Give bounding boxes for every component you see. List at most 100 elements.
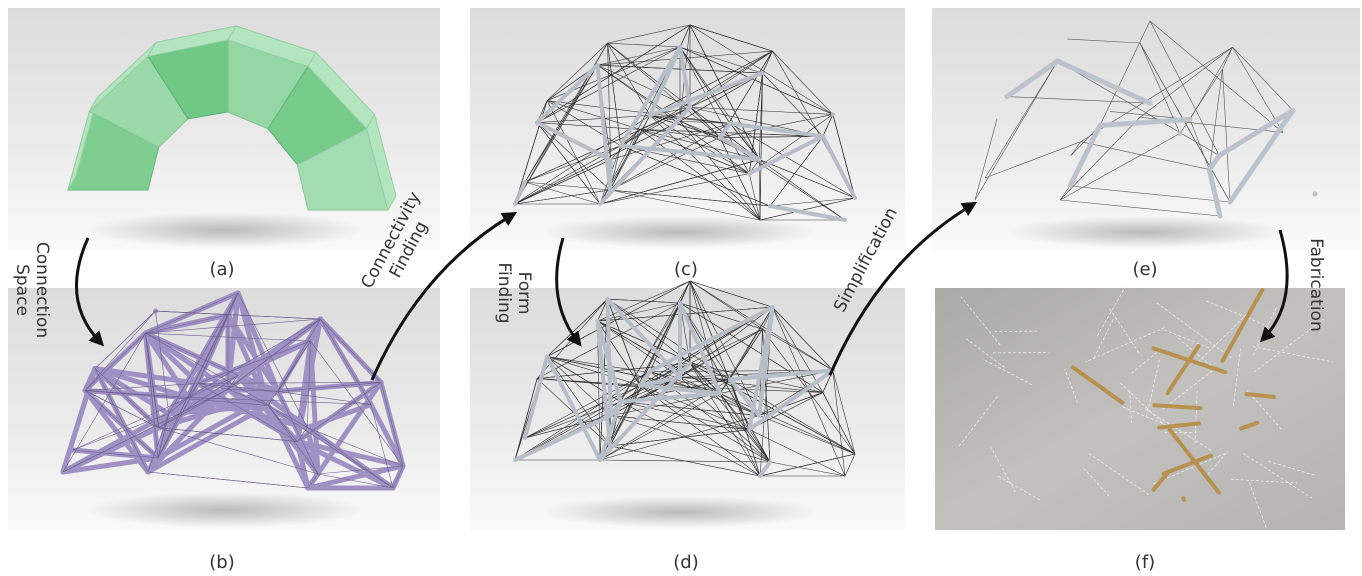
wire: [620, 401, 750, 430]
strut: [294, 439, 406, 469]
strut: [143, 330, 201, 386]
wire: [597, 64, 691, 108]
wire: [370, 404, 394, 489]
panel-label: (d): [673, 552, 698, 573]
string: [989, 445, 1016, 493]
wire: [639, 280, 691, 386]
wire: [514, 159, 611, 205]
wire: [546, 42, 608, 101]
wire: [147, 471, 309, 489]
strut: [1216, 107, 1296, 159]
panel-label: (c): [674, 259, 698, 280]
wire: [297, 427, 308, 442]
wire: [639, 129, 721, 138]
wire: [145, 333, 159, 459]
wire: [536, 122, 601, 205]
string: [1064, 368, 1079, 404]
strut: [618, 143, 762, 162]
wire: [772, 306, 824, 393]
stick: [1220, 288, 1265, 363]
wire: [719, 114, 833, 138]
wire: [639, 385, 761, 477]
wire: [607, 298, 691, 364]
string: [1242, 452, 1313, 499]
wire: [729, 123, 856, 199]
wire: [1007, 96, 1151, 104]
arrow-label-line: Connection: [32, 242, 52, 338]
wire: [227, 375, 239, 390]
wire: [84, 332, 146, 391]
strut: [143, 330, 191, 400]
wire: [537, 115, 651, 123]
strut: [648, 71, 765, 118]
shadow: [540, 216, 820, 248]
wire: [1057, 60, 1220, 156]
wire: [974, 60, 1058, 201]
wire: [157, 413, 170, 459]
wire: [759, 197, 856, 221]
wire: [609, 445, 761, 477]
wire: [1059, 117, 1141, 201]
string: [1145, 408, 1214, 452]
wire: [277, 382, 381, 392]
wire: [197, 383, 298, 442]
wire: [197, 340, 311, 384]
wire: [679, 302, 763, 330]
wire: [155, 311, 170, 414]
strut: [618, 391, 722, 404]
stick: [1244, 392, 1276, 399]
string: [1194, 390, 1198, 445]
wire: [197, 383, 279, 392]
wire: [719, 136, 823, 138]
wire: [689, 24, 773, 52]
wire: [610, 415, 750, 430]
string: [1153, 452, 1228, 485]
panel-label: (e): [1132, 259, 1157, 280]
wire: [649, 371, 721, 394]
wire: [749, 429, 771, 463]
wire: [320, 318, 382, 383]
wire: [94, 310, 156, 369]
wire: [769, 461, 846, 477]
wire: [749, 429, 846, 477]
wire: [158, 374, 239, 428]
string: [1230, 478, 1297, 484]
wire: [72, 449, 159, 459]
wire: [689, 280, 721, 394]
wire: [689, 24, 834, 115]
wire: [1222, 69, 1231, 203]
string: [1176, 336, 1220, 373]
wire: [546, 356, 611, 416]
wire: [267, 405, 319, 475]
wire: [620, 401, 760, 416]
string: [1207, 450, 1229, 475]
strut: [513, 180, 527, 206]
strut: [595, 319, 612, 448]
wire: [155, 310, 321, 320]
wire: [157, 383, 199, 459]
wire: [72, 374, 239, 451]
strut: [678, 45, 692, 110]
wire: [145, 314, 229, 334]
wire: [749, 392, 824, 430]
wire: [158, 427, 298, 442]
wire: [649, 50, 773, 116]
wire: [187, 383, 199, 398]
wire: [679, 302, 824, 393]
wire: [620, 376, 681, 402]
wire: [1232, 46, 1294, 111]
arrow: [555, 237, 582, 347]
wire: [536, 122, 611, 191]
wire: [609, 115, 651, 191]
strut: [618, 45, 682, 148]
wire: [1139, 46, 1233, 118]
panel-label: (a): [209, 259, 234, 280]
wire: [85, 390, 189, 398]
wire: [679, 46, 750, 174]
shadow: [85, 212, 365, 248]
strut: [1206, 167, 1223, 219]
panel-bg: [470, 8, 905, 250]
wire: [297, 382, 382, 442]
string: [1088, 453, 1150, 496]
arrow-label-line: Form: [514, 272, 534, 315]
